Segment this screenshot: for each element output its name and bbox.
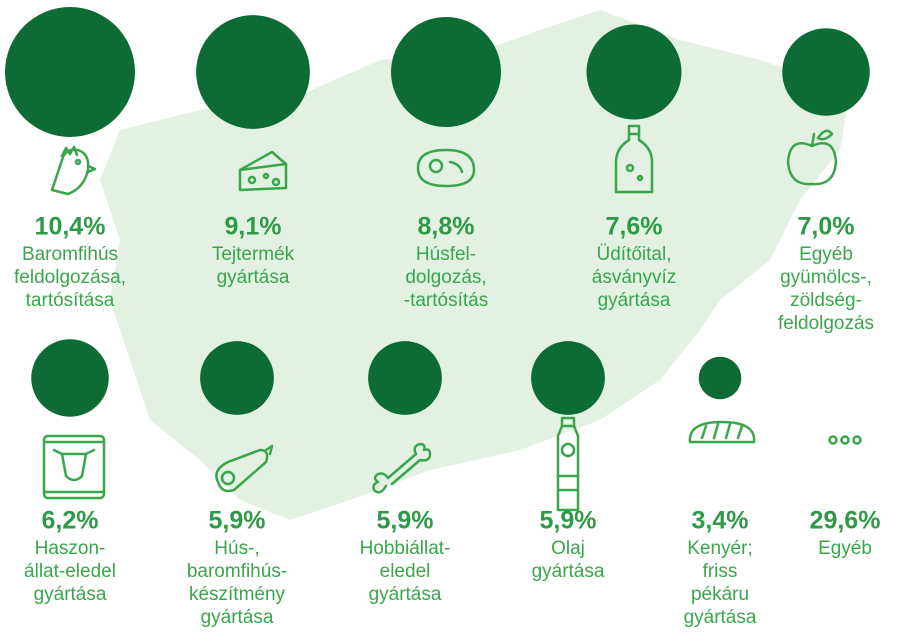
bubble <box>391 17 501 127</box>
category-label: Haszon- <box>35 538 106 559</box>
category-label: baromfihús- <box>187 561 287 582</box>
category-label: Üdítőital, <box>597 244 672 265</box>
icon-can <box>42 434 106 500</box>
category-label: állat-eledel <box>24 561 116 582</box>
category-label: gyártása <box>34 584 107 605</box>
category-label: gyártása <box>684 607 757 628</box>
category-label: gyártása <box>532 561 605 582</box>
category-label: gyártása <box>598 290 671 311</box>
bubble <box>368 341 442 415</box>
icon-oil-bottle <box>556 416 580 512</box>
percent-label: 5,9% <box>540 507 597 535</box>
category-label: friss <box>703 561 738 582</box>
percent-label: 5,9% <box>377 507 434 535</box>
icon-cheese <box>238 150 288 192</box>
category-label: -tartósítás <box>404 290 488 311</box>
bubble <box>196 15 310 129</box>
percent-label: 3,4% <box>692 507 749 535</box>
bubble <box>782 28 870 116</box>
category-label: feldolgozás <box>778 313 874 334</box>
category-label: zöldség- <box>790 290 862 311</box>
icon-bone <box>372 442 432 494</box>
category-label: Húsfel- <box>416 244 476 265</box>
icon-bottle <box>614 124 654 194</box>
category-label: gyümölcs-, <box>780 267 872 288</box>
percent-label: 5,9% <box>209 507 266 535</box>
category-label: pékáru <box>691 584 749 605</box>
icon-apple <box>786 129 838 186</box>
icon-steak <box>416 148 476 188</box>
other-percent: 29,6% <box>810 507 881 535</box>
category-label: eledel <box>380 561 431 582</box>
category-label: Hús-, <box>214 538 259 559</box>
percent-label: 10,4% <box>35 213 106 241</box>
percent-label: 9,1% <box>225 213 282 241</box>
category-label: ásványvíz <box>592 267 676 288</box>
bubble <box>200 341 274 415</box>
bubble <box>5 7 135 137</box>
category-label: gyártása <box>217 267 290 288</box>
category-label: Tejtermék <box>212 244 295 265</box>
bubble <box>586 24 682 120</box>
bubble <box>698 356 742 400</box>
percent-label: 8,8% <box>418 213 475 241</box>
category-label: gyártása <box>369 584 442 605</box>
percent-label: 7,6% <box>606 213 663 241</box>
category-label: Baromfihús <box>22 244 118 265</box>
icon-chicken <box>50 145 97 196</box>
category-label: feldolgozása, <box>14 267 126 288</box>
category-label: Olaj <box>551 538 585 559</box>
category-label: dolgozás, <box>405 267 486 288</box>
icon-sausage <box>215 444 274 493</box>
category-label: készítmény <box>189 584 286 605</box>
category-label: Kenyér; <box>687 538 752 559</box>
category-label: Egyéb <box>799 244 853 265</box>
bubble <box>31 339 109 417</box>
icons <box>42 124 862 512</box>
icon-bread <box>688 420 756 444</box>
map-background <box>100 10 850 520</box>
bubble <box>531 341 605 415</box>
percent-label: 7,0% <box>798 213 855 241</box>
category-label: gyártása <box>201 607 274 628</box>
other-label: Egyéb <box>818 538 872 559</box>
icon-more <box>828 435 862 445</box>
category-label: Hobbiállat- <box>360 538 451 559</box>
category-label: tartósítása <box>26 290 115 311</box>
percent-label: 6,2% <box>42 507 99 535</box>
